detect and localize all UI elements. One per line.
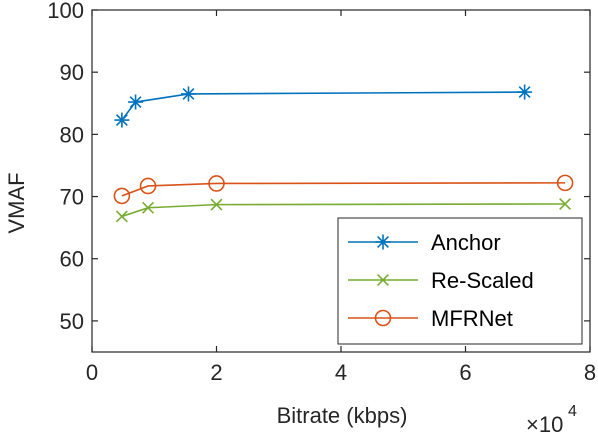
marker-stroke <box>113 187 131 205</box>
data-point <box>210 198 223 211</box>
series-line <box>121 203 566 218</box>
series-line <box>121 182 566 197</box>
x-axis-label: Bitrate (kbps) <box>277 403 408 428</box>
data-point <box>128 94 144 110</box>
series-anchor <box>114 84 533 128</box>
y-tick-label: 60 <box>60 247 84 272</box>
plot-area <box>113 84 574 223</box>
x-scale-exponent: 4 <box>568 403 577 420</box>
marker-stroke <box>129 96 142 108</box>
marker-stroke <box>556 174 574 192</box>
legend-label: Anchor <box>431 230 501 255</box>
legend-marker <box>374 309 392 327</box>
y-axis-label: VMAF <box>4 172 29 233</box>
legend: Anchor Re-Scaled MFRNet <box>337 217 583 345</box>
data-point <box>142 201 154 214</box>
legend-label: Re-Scaled <box>431 268 534 293</box>
legend-label: MFRNet <box>431 306 513 331</box>
series-re-scaled <box>115 198 572 223</box>
data-point <box>208 175 225 192</box>
marker-stroke <box>518 86 531 99</box>
marker-stroke <box>115 114 128 127</box>
x-scale-multiplier: ×10 4 <box>526 403 577 436</box>
data-point <box>180 86 196 102</box>
data-point <box>517 84 533 100</box>
marker-stroke <box>559 198 572 210</box>
series-mfrnet <box>113 174 574 205</box>
data-point <box>559 198 572 210</box>
legend-item: Anchor <box>348 230 501 255</box>
legend-marker <box>375 234 391 250</box>
x-tick-label: 8 <box>584 360 596 385</box>
marker-stroke <box>210 198 223 211</box>
y-tick-label: 100 <box>47 0 84 23</box>
data-point <box>114 112 130 128</box>
legend-marker <box>377 274 389 286</box>
marker-stroke <box>208 175 225 192</box>
marker-stroke <box>115 210 128 223</box>
series-line <box>121 91 525 121</box>
x-tick-label: 4 <box>335 360 347 385</box>
marker-stroke <box>377 274 389 286</box>
marker-stroke <box>182 87 195 100</box>
marker-stroke <box>139 177 157 195</box>
axes: 0 2 4 6 8 50 60 70 80 90 100 <box>47 0 596 385</box>
data-point <box>115 210 128 223</box>
data-point <box>113 187 131 205</box>
x-tick-label: 2 <box>210 360 222 385</box>
x-tick-label: 0 <box>86 360 98 385</box>
y-tick-label: 50 <box>60 309 84 334</box>
legend-item: MFRNet <box>348 306 513 331</box>
x-scale-base: ×10 <box>526 412 563 436</box>
y-tick-label: 70 <box>60 185 84 210</box>
data-point <box>139 177 157 195</box>
legend-box <box>337 217 583 345</box>
y-tick-label: 90 <box>60 60 84 85</box>
marker-stroke <box>142 201 154 214</box>
y-tick-label: 80 <box>60 122 84 147</box>
legend-item: Re-Scaled <box>348 268 534 293</box>
marker-stroke <box>374 309 392 327</box>
data-point <box>556 174 574 192</box>
x-tick-label: 6 <box>459 360 471 385</box>
marker-stroke <box>377 236 389 248</box>
